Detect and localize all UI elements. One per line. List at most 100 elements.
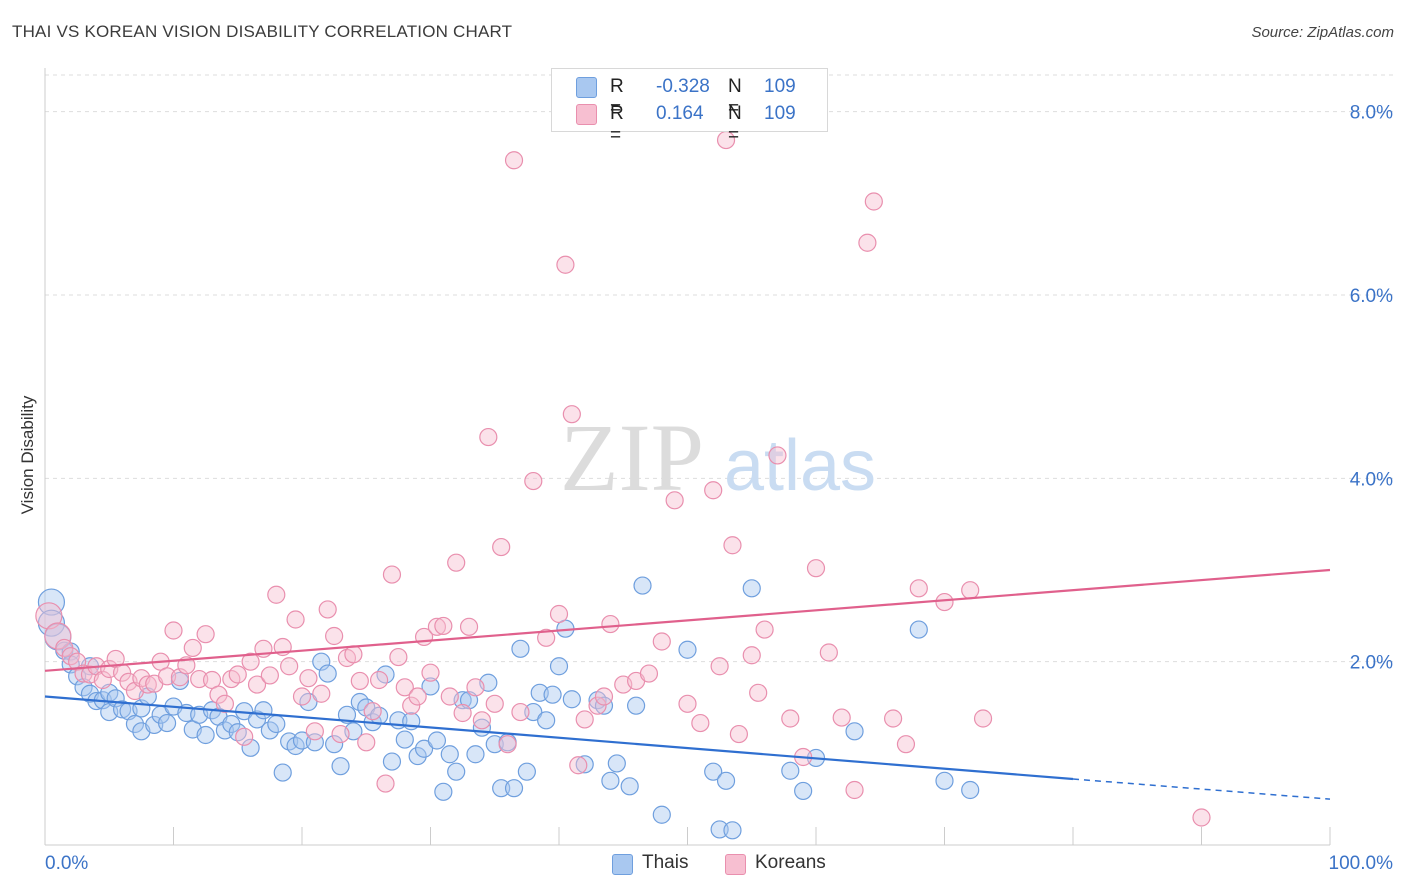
point-thais [549, 657, 569, 676]
legend-swatch-koreans [576, 104, 597, 125]
point-thais [845, 722, 864, 741]
r-label: R = [610, 103, 624, 146]
point-koreans [858, 233, 877, 252]
point-thais [935, 771, 954, 790]
point-koreans [729, 724, 749, 744]
point-thais [414, 739, 434, 758]
point-koreans [742, 646, 761, 665]
point-thais [511, 639, 530, 658]
point-koreans [537, 628, 556, 647]
point-koreans [819, 643, 838, 662]
point-thais [794, 781, 813, 801]
point-koreans [549, 604, 569, 624]
point-thais [112, 700, 132, 719]
point-koreans [183, 638, 202, 658]
point-koreans [524, 471, 543, 491]
point-koreans [44, 622, 72, 650]
point-koreans [235, 727, 254, 746]
n-label: N = [728, 103, 742, 146]
point-thais [408, 746, 427, 766]
point-koreans [215, 694, 234, 713]
point-koreans [350, 671, 369, 691]
point-koreans [492, 537, 511, 557]
axes [44, 68, 1331, 846]
point-koreans [299, 669, 318, 688]
point-koreans [588, 696, 607, 715]
point-koreans [325, 626, 344, 646]
point-koreans [504, 151, 524, 170]
point-koreans [434, 616, 453, 636]
point-thais [678, 640, 697, 659]
point-thais [626, 696, 646, 715]
point-koreans [164, 621, 183, 640]
point-koreans [312, 684, 331, 703]
point-thais [607, 754, 626, 773]
point-koreans [781, 709, 800, 728]
point-koreans [138, 675, 157, 694]
point-koreans [228, 665, 247, 684]
point-thais [716, 771, 736, 790]
legend-swatch-thais [576, 77, 597, 98]
point-thais [781, 761, 800, 780]
point-koreans [247, 675, 267, 694]
point-thais [710, 820, 729, 839]
point-koreans [382, 565, 402, 584]
point-koreans [376, 774, 395, 793]
point-koreans [370, 670, 389, 690]
point-thais [537, 711, 556, 730]
point-thais [742, 579, 761, 598]
point-thais [466, 745, 485, 764]
point-koreans [190, 669, 209, 689]
watermark: ZIP atlas [560, 404, 876, 511]
point-koreans [723, 536, 742, 555]
point-koreans [363, 702, 382, 721]
point-koreans [601, 614, 620, 634]
point-koreans [209, 685, 228, 704]
point-koreans [575, 710, 594, 729]
y-tick-label: 2.0% [1350, 653, 1393, 674]
point-thais [331, 757, 350, 776]
point-thais [723, 821, 742, 840]
point-koreans [93, 670, 112, 690]
point-thais [652, 805, 671, 824]
point-thais [247, 710, 267, 729]
r-value: 0.164 [656, 103, 704, 124]
watermark-zip: ZIP [560, 404, 704, 511]
r-label: R = [610, 76, 624, 119]
point-thais [447, 762, 466, 781]
point-koreans [806, 559, 826, 578]
point-thais [524, 702, 543, 722]
point-thais [517, 762, 536, 781]
y-tick-label: 6.0% [1350, 286, 1393, 307]
point-thais [241, 738, 260, 757]
point-koreans [485, 694, 504, 713]
x-tick-label: 0.0% [45, 853, 88, 874]
point-thais [492, 779, 511, 798]
point-thais [157, 713, 177, 733]
point-thais [273, 763, 292, 782]
point-thais [318, 664, 337, 683]
point-koreans [440, 687, 459, 706]
point-thais [633, 576, 652, 595]
y-tick-label: 8.0% [1350, 103, 1393, 124]
point-koreans [639, 664, 659, 683]
point-koreans [395, 678, 414, 697]
point-koreans [459, 617, 479, 636]
point-thais [961, 780, 980, 800]
point-koreans [280, 657, 299, 676]
point-thais [504, 779, 524, 798]
point-koreans [447, 553, 466, 572]
n-value: 109 [764, 103, 796, 124]
point-koreans [883, 709, 903, 728]
point-koreans [286, 610, 305, 629]
point-koreans [196, 625, 215, 644]
point-koreans [652, 632, 671, 651]
point-thais [196, 725, 215, 745]
point-koreans [755, 620, 774, 639]
point-koreans [260, 666, 279, 685]
point-thais [620, 777, 639, 796]
point-koreans [556, 255, 575, 274]
point-koreans [935, 592, 954, 612]
point-koreans [704, 481, 723, 500]
